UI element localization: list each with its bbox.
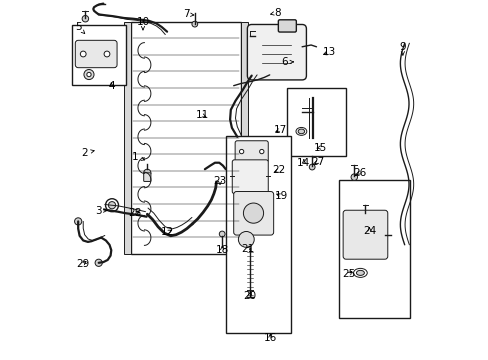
Text: 20: 20 <box>243 291 256 301</box>
Bar <box>286 88 346 156</box>
Text: 19: 19 <box>274 191 287 201</box>
Circle shape <box>219 231 224 237</box>
Circle shape <box>87 72 91 77</box>
Text: 26: 26 <box>352 168 366 178</box>
Text: 8: 8 <box>270 8 281 18</box>
FancyBboxPatch shape <box>75 40 117 68</box>
Text: 9: 9 <box>399 42 406 55</box>
Circle shape <box>143 169 151 176</box>
Circle shape <box>309 164 314 170</box>
Circle shape <box>95 259 102 266</box>
FancyBboxPatch shape <box>232 160 268 194</box>
FancyBboxPatch shape <box>233 192 273 235</box>
Text: 13: 13 <box>322 47 335 57</box>
Text: 3: 3 <box>95 206 107 216</box>
Text: 1: 1 <box>131 152 144 162</box>
Text: 21: 21 <box>241 244 254 254</box>
Text: 6: 6 <box>280 57 293 67</box>
Circle shape <box>243 203 263 223</box>
Bar <box>131 22 241 254</box>
Text: 14: 14 <box>297 158 310 168</box>
Text: 5: 5 <box>75 22 84 33</box>
FancyBboxPatch shape <box>143 173 151 181</box>
Circle shape <box>84 69 94 80</box>
Circle shape <box>80 51 86 57</box>
Text: 16: 16 <box>263 333 277 343</box>
Text: 4: 4 <box>108 81 114 91</box>
Text: 7: 7 <box>183 9 194 19</box>
FancyBboxPatch shape <box>343 210 387 259</box>
Bar <box>72 25 125 85</box>
Text: 23: 23 <box>213 176 226 186</box>
Ellipse shape <box>353 269 366 277</box>
Bar <box>123 22 131 254</box>
Text: 12: 12 <box>161 227 174 237</box>
Circle shape <box>108 202 115 209</box>
Bar <box>225 136 291 333</box>
Circle shape <box>239 149 244 154</box>
Ellipse shape <box>295 127 306 135</box>
Text: 22: 22 <box>271 165 285 175</box>
Text: 25: 25 <box>342 269 355 279</box>
Text: 10: 10 <box>136 17 149 30</box>
Circle shape <box>105 199 118 212</box>
Text: 18: 18 <box>215 245 228 255</box>
Ellipse shape <box>298 129 304 134</box>
Circle shape <box>82 15 88 22</box>
Text: 27: 27 <box>310 157 324 167</box>
Circle shape <box>104 51 110 57</box>
Circle shape <box>259 149 264 154</box>
Text: 28: 28 <box>128 208 141 218</box>
Text: 15: 15 <box>313 143 326 153</box>
Circle shape <box>238 231 254 247</box>
Text: 29: 29 <box>77 258 90 269</box>
FancyBboxPatch shape <box>235 141 268 162</box>
Bar <box>338 180 409 318</box>
Bar <box>241 22 247 254</box>
Text: 11: 11 <box>195 110 208 120</box>
Circle shape <box>192 21 197 27</box>
Text: 24: 24 <box>362 226 375 236</box>
Text: 17: 17 <box>273 125 286 135</box>
FancyBboxPatch shape <box>278 20 296 32</box>
Ellipse shape <box>356 270 364 275</box>
FancyBboxPatch shape <box>247 24 306 80</box>
Text: 2: 2 <box>81 148 94 158</box>
Circle shape <box>75 218 81 225</box>
Circle shape <box>350 174 357 180</box>
